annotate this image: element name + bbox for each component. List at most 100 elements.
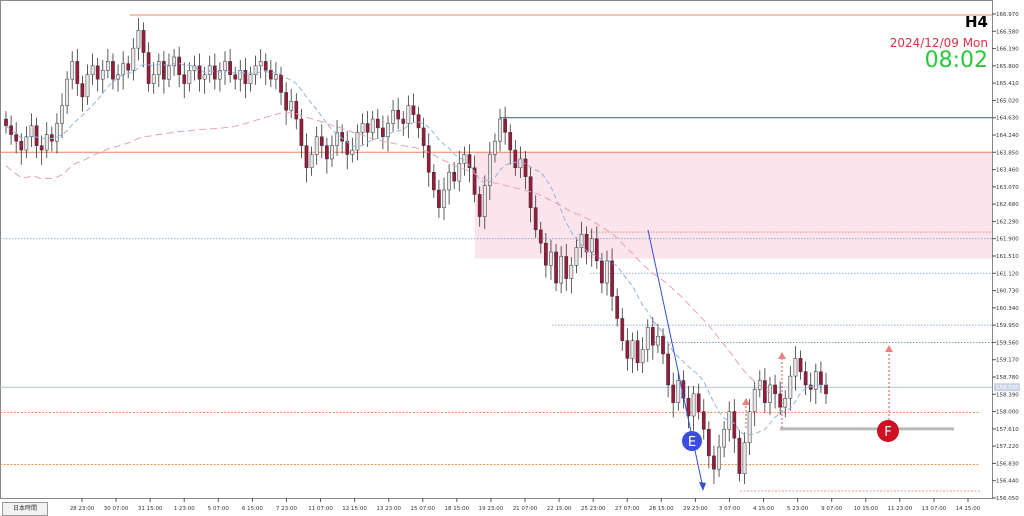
x-tick-label: 28 23:00 [70,506,95,512]
candle-body [370,118,375,133]
candle-body [447,171,451,191]
candle-body [401,118,406,124]
candle-body [533,207,538,231]
candle-body [121,63,125,75]
candle-body [146,52,151,84]
y-tick-label: 161.900 [996,237,1019,243]
x-tick-label: 6 15:00 [242,506,264,512]
candle-body [727,411,732,430]
candle-body [421,127,426,146]
y-tick-label: 158.780 [996,375,1019,381]
y-tick-label: 165.410 [996,81,1019,87]
y-tick-label: 156.440 [996,479,1019,485]
x-tick-label: 25 23:00 [581,506,606,512]
candle-body [162,61,166,80]
candle-body [253,65,258,75]
candle-body [263,61,268,71]
candle-body [824,384,828,395]
current-price-label: 158.530 [996,385,1019,391]
candle-body [431,171,436,191]
supply-zone [475,152,992,259]
candle-body [106,61,110,71]
x-tick-label: 28 15:00 [649,506,674,512]
y-tick-label: 160.340 [996,306,1019,312]
candle-body [248,74,253,84]
y-tick-label: 158.390 [996,392,1019,398]
x-tick-label: 3 07:00 [719,506,741,512]
candle-body [620,318,625,341]
x-tick-label: 7 23:00 [276,506,298,512]
candle-body [29,125,34,138]
x-tick-label: 30 07:00 [104,506,129,512]
candle-body [238,70,243,80]
candle-body [228,61,232,75]
candle-body [564,256,569,279]
y-tick-label: 166.190 [996,47,1019,53]
marker-e [682,431,702,451]
x-tick-label: 13 07:00 [922,506,947,512]
candle-body [437,189,441,208]
x-tick-label: 12 15:00 [342,506,367,512]
candle-body [319,136,324,146]
candle-body [365,123,370,133]
candle-body [640,349,645,364]
candle-body [472,167,477,195]
x-tick-label: 19 23:00 [479,506,504,512]
candle-body [75,61,80,84]
candle-body [223,61,227,71]
candle-body [610,260,614,297]
y-tick-label: 166.580 [996,29,1019,35]
candle-body [574,247,579,266]
x-tick-label: 13 23:00 [376,506,401,512]
candle-body [151,74,156,84]
projection-arrow-head [742,398,750,405]
candle-body [167,65,171,80]
candle-body [498,118,502,142]
candle-body [126,63,131,71]
candle-body [24,136,29,151]
candle-body [442,189,446,208]
candle-body [85,74,90,98]
candle-body [742,442,747,474]
y-tick-label: 159.950 [996,323,1019,329]
candle-body [793,358,798,377]
y-tick-label: 165.800 [996,64,1019,70]
candle-body [686,398,691,417]
candle-body [116,74,120,80]
candle-body [717,446,721,470]
candle-body [202,74,207,80]
candle-body [467,154,472,169]
candle-body [696,393,701,412]
candle-body [14,134,19,142]
candle-body [360,123,365,133]
candle-body [488,154,492,186]
candle-body [396,109,401,120]
x-tick-label: 10 15:00 [853,506,878,512]
candle-body [386,123,390,138]
ma-fast-line [5,63,827,436]
candle-body [294,101,299,120]
candle-body [712,455,716,470]
y-tick-label: 161.120 [996,271,1019,277]
candle-body [615,296,620,319]
candle-body [406,105,411,124]
y-tick-label: 163.460 [996,168,1019,174]
candle-body [722,429,726,448]
candle-body [549,251,553,266]
x-tick-label: 27 07:00 [615,506,640,512]
candle-body [783,398,788,408]
candle-body [207,65,212,75]
x-tick-label: 1 23:00 [174,506,196,512]
candle-body [538,229,543,244]
y-tick-label: 165.020 [996,98,1019,104]
candle-body [752,389,757,412]
candle-body [635,340,640,364]
candle-body [391,109,395,124]
candle-body [65,78,69,106]
candle-body [737,437,742,474]
y-tick-label: 162.680 [996,202,1019,208]
candle-body [803,371,808,386]
candle-body [605,260,609,284]
candle-body [523,158,528,177]
